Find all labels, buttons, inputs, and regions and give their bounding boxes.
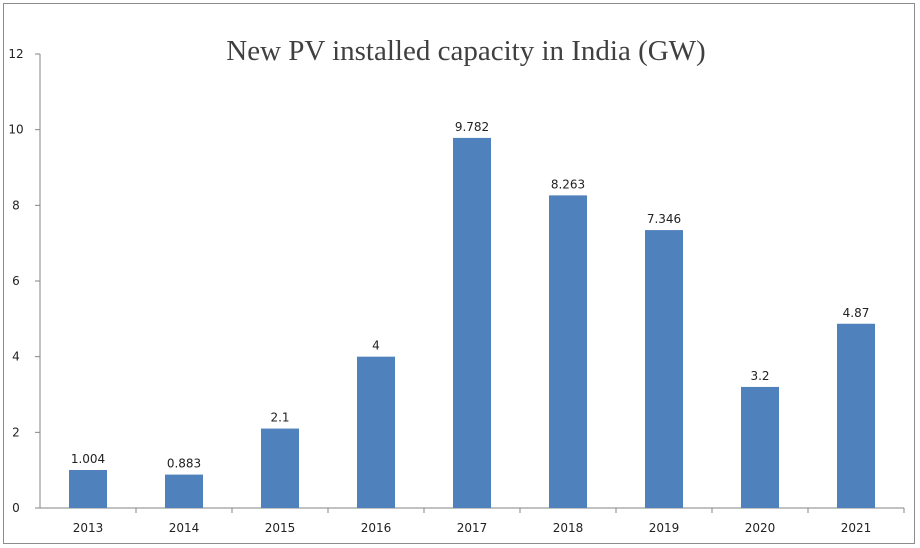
x-tick-label: 2014 — [169, 521, 200, 535]
data-label-2021: 4.87 — [843, 306, 870, 320]
x-tick-label: 2015 — [265, 521, 296, 535]
data-label-2013: 1.004 — [71, 452, 105, 466]
x-tick-label: 2018 — [553, 521, 584, 535]
bar-2020 — [741, 386, 779, 508]
bar-2013 — [69, 470, 107, 508]
bar-2019 — [645, 230, 683, 508]
x-tick-label: 2019 — [649, 521, 680, 535]
bar-2015 — [261, 428, 299, 508]
data-label-2015: 2.1 — [270, 411, 289, 425]
data-label-2018: 8.263 — [551, 177, 585, 191]
x-tick-label: 2013 — [73, 521, 104, 535]
x-tick-label: 2021 — [841, 521, 872, 535]
x-tick-label: 2020 — [745, 521, 776, 535]
data-label-2016: 4 — [372, 339, 380, 353]
bar-2016 — [357, 356, 395, 508]
data-label-2020: 3.2 — [750, 369, 769, 383]
y-tick-label: 12 — [8, 47, 23, 61]
data-label-2014: 0.883 — [167, 457, 201, 471]
bar-2017 — [453, 137, 491, 508]
chart-title: New PV installed capacity in India (GW) — [226, 35, 705, 67]
y-tick-label: 4 — [12, 350, 20, 364]
y-tick-label: 8 — [12, 198, 20, 212]
bar-2021 — [837, 323, 875, 508]
y-tick-label: 10 — [8, 123, 23, 137]
x-tick-label: 2016 — [361, 521, 392, 535]
bar-2018 — [549, 195, 587, 508]
y-tick-label: 6 — [12, 274, 20, 288]
y-tick-label: 0 — [12, 501, 20, 515]
chart-border — [3, 3, 915, 544]
x-tick-label: 2017 — [457, 521, 488, 535]
data-label-2017: 9.782 — [455, 120, 489, 134]
data-label-2019: 7.346 — [647, 212, 681, 226]
bar-2014 — [165, 474, 203, 508]
y-tick-label: 2 — [12, 425, 20, 439]
